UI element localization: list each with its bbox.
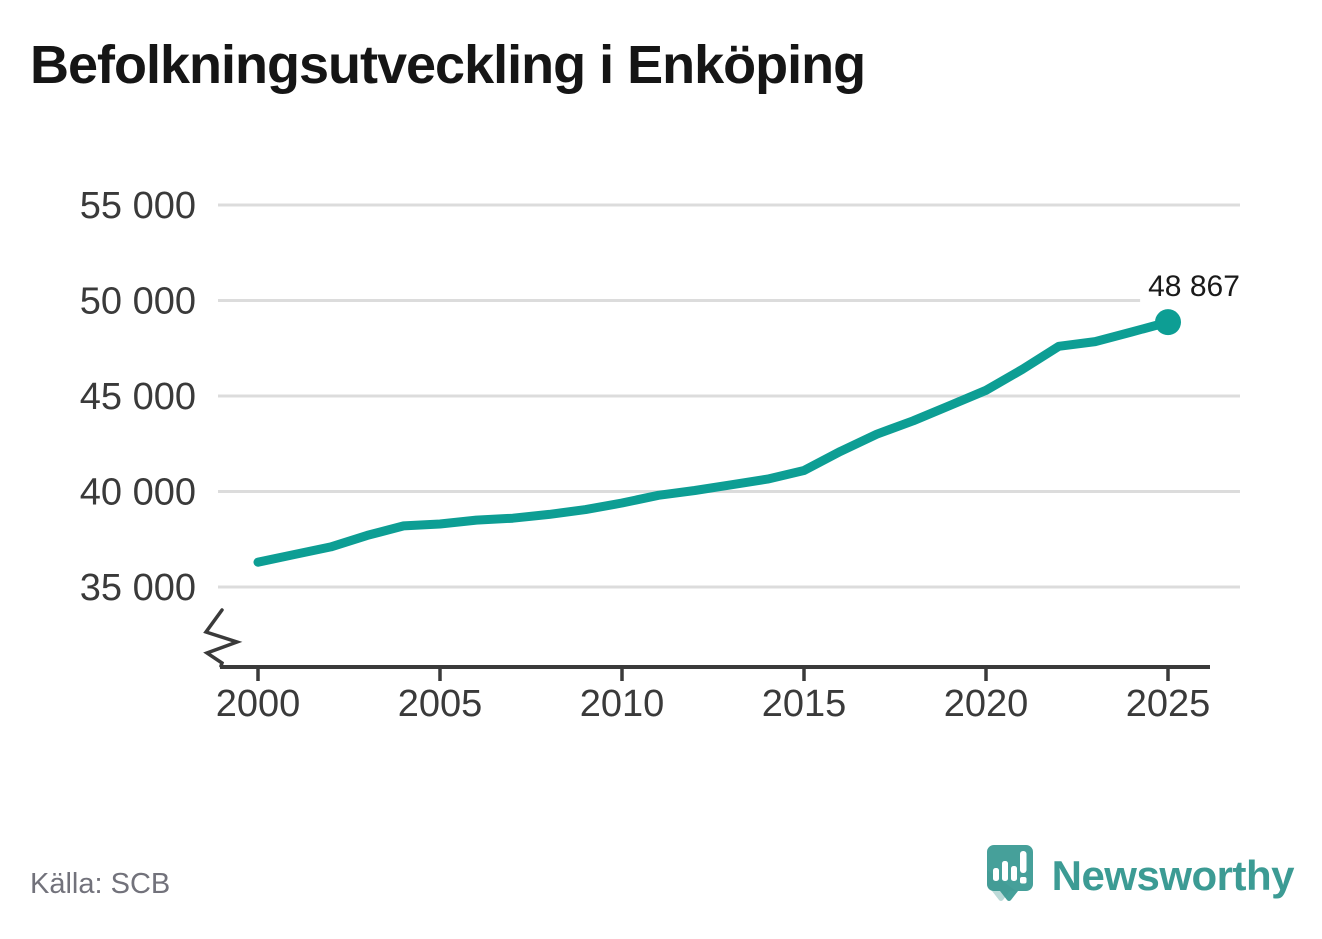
- y-axis-label: 50 000: [80, 281, 196, 323]
- newsworthy-logo-text: Newsworthy: [1051, 852, 1295, 899]
- y-axis-label: 35 000: [80, 567, 196, 609]
- series-end-dot: [1155, 309, 1181, 336]
- newsworthy-branding: Newsworthy: [982, 840, 1295, 912]
- page-title: Befolkningsutveckling i Enköping: [30, 35, 866, 95]
- axis-break-icon: [203, 608, 243, 668]
- y-axis-label: 45 000: [80, 376, 196, 418]
- population-series-line: [253, 317, 1173, 567]
- x-axis-label: 2000: [216, 683, 301, 725]
- logo-bars-exclamation: [992, 851, 1027, 884]
- x-axis-label: 2020: [944, 683, 1029, 725]
- y-axis-label: 40 000: [80, 472, 196, 514]
- population-line-chart: 35 000 40 000 45 000 50 000 55 000 2000 2005 20…: [80, 185, 1240, 725]
- x-axis-label: 2005: [398, 683, 483, 725]
- source-note: Källa: SCB: [30, 868, 171, 900]
- y-axis-label: 55 000: [80, 185, 196, 227]
- x-axis-label: 2010: [580, 683, 665, 725]
- x-axis-label: 2025: [1126, 683, 1211, 725]
- latest-value-label: 48 867: [1140, 268, 1248, 306]
- newsworthy-logo-icon: [986, 845, 1033, 901]
- x-axis-label: 2015: [762, 683, 847, 725]
